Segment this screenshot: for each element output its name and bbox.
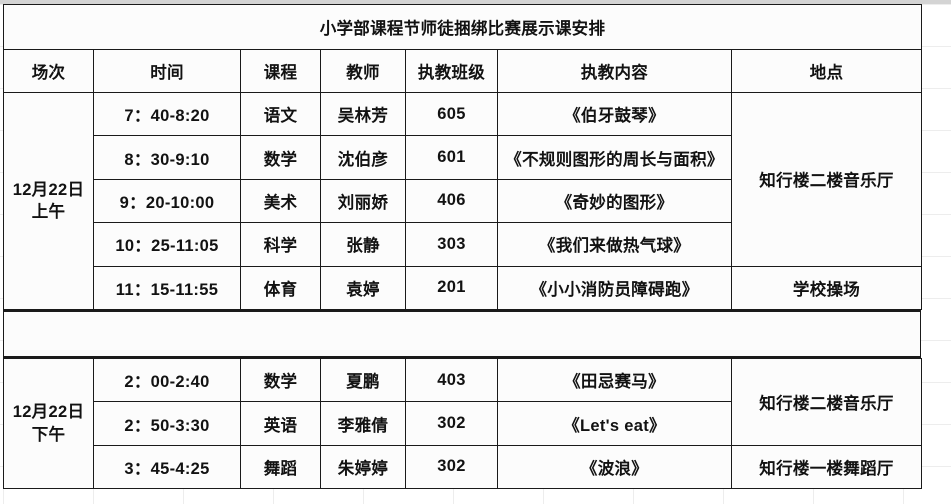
cell-teacher: 李雅倩 [320, 401, 406, 446]
cell-teacher: 夏鹏 [320, 357, 406, 403]
cell-subject: 英语 [240, 401, 321, 446]
section-spacer-row [3, 309, 921, 358]
cell-time: 7：40-8:20 [93, 91, 241, 137]
column-header-class: 执教班级 [405, 49, 498, 93]
table-row: 11：15-11:55 体育 袁婷 201 《小小消防员障碍跑》 学校操场 [4, 265, 922, 310]
cell-class: 601 [405, 135, 498, 180]
cell-content: 《波浪》 [497, 444, 732, 490]
cell-teacher: 吴林芳 [320, 91, 406, 137]
spreadsheet-top-bar [0, 0, 951, 4]
cell-content: 《伯牙鼓琴》 [497, 91, 732, 137]
cell-class: 302 [405, 401, 498, 446]
cell-content: 《田忌赛马》 [497, 357, 732, 403]
cell-time: 8：30-9:10 [93, 135, 241, 180]
table-row: 2：50-3:30 英语 李雅倩 302 《Let's eat》 [4, 401, 922, 446]
header-row: 场次 时间 课程 教师 执教班级 执教内容 地点 [3, 49, 922, 93]
cell-teacher: 沈伯彦 [320, 135, 406, 180]
session-label-afternoon: 12月22日 下午 [3, 357, 94, 490]
column-header-content: 执教内容 [497, 49, 732, 93]
table-row: 8：30-9:10 数学 沈伯彦 601 《不规则图形的周长与面积》 [4, 135, 922, 180]
cell-content: 《小小消防员障碍跑》 [497, 265, 732, 310]
cell-content: 《不规则图形的周长与面积》 [497, 135, 732, 180]
cell-class: 605 [405, 91, 498, 137]
session-date: 12月22日 [12, 180, 85, 199]
cell-time: 2：50-3:30 [93, 401, 241, 446]
cell-time: 3：45-4:25 [93, 444, 241, 490]
table-row: 10：25-11:05 科学 张静 303 《我们来做热气球》 [4, 222, 922, 267]
cell-subject: 语文 [240, 91, 321, 137]
cell-subject: 体育 [240, 265, 321, 310]
column-header-teacher: 教师 [320, 49, 406, 93]
cell-class: 403 [405, 357, 498, 403]
cell-content: 《奇妙的图形》 [497, 178, 732, 224]
cell-place-afternoon-alt: 知行楼一楼舞蹈厅 [731, 444, 922, 490]
title-row: 小学部课程节师徒捆绑比赛展示课安排 [3, 4, 922, 50]
column-header-place: 地点 [731, 49, 922, 93]
cell-content: 《我们来做热气球》 [497, 222, 732, 267]
session-date: 12月22日 [12, 403, 85, 422]
page-title: 小学部课程节师徒捆绑比赛展示课安排 [3, 4, 922, 50]
cell-time: 11：15-11:55 [93, 265, 241, 310]
cell-subject: 数学 [240, 135, 321, 180]
schedule-table-morning: 小学部课程节师徒捆绑比赛展示课安排 场次 时间 课程 教师 执教班级 执教内容 … [3, 4, 922, 310]
cell-teacher: 袁婷 [320, 265, 406, 310]
cell-time: 10：25-11:05 [93, 222, 241, 267]
schedule-sheet: 小学部课程节师徒捆绑比赛展示课安排 场次 时间 课程 教师 执教班级 执教内容 … [3, 4, 922, 490]
column-header-time: 时间 [93, 49, 241, 93]
cell-subject: 数学 [240, 357, 321, 403]
cell-subject: 科学 [240, 222, 321, 267]
cell-class: 302 [405, 444, 498, 490]
table-row: 12月22日 上午 7：40-8:20 语文 吴林芳 605 《伯牙鼓琴》 知行… [3, 91, 922, 310]
cell-class: 406 [405, 178, 498, 224]
session-period: 下午 [31, 425, 66, 444]
column-header-subject: 课程 [240, 49, 321, 93]
cell-subject: 美术 [240, 178, 321, 224]
cell-teacher: 刘丽娇 [320, 178, 406, 224]
table-row: 3：45-4:25 舞蹈 朱婷婷 302 《波浪》 知行楼一楼舞蹈厅 [4, 444, 922, 490]
schedule-table-afternoon: 12月22日 下午 2：00-2:40 数学 夏鹏 403 《田忌赛马》 知行楼… [3, 357, 922, 490]
cell-place-afternoon-main: 知行楼二楼音乐厅 [731, 357, 922, 446]
cell-place-morning-main: 知行楼二楼音乐厅 [731, 92, 922, 267]
column-header-session: 场次 [3, 49, 94, 93]
cell-class: 201 [405, 265, 498, 310]
cell-class: 303 [405, 222, 498, 267]
table-row: 9：20-10:00 美术 刘丽娇 406 《奇妙的图形》 [4, 178, 922, 224]
cell-subject: 舞蹈 [240, 444, 321, 490]
cell-time: 2：00-2:40 [93, 357, 241, 403]
cell-time: 9：20-10:00 [93, 178, 241, 224]
cell-place-morning-alt: 学校操场 [731, 265, 922, 310]
cell-teacher: 朱婷婷 [320, 444, 406, 490]
table-row: 12月22日 下午 2：00-2:40 数学 夏鹏 403 《田忌赛马》 知行楼… [3, 357, 922, 490]
cell-content: 《Let's eat》 [497, 401, 732, 446]
session-period: 上午 [31, 202, 66, 221]
cell-teacher: 张静 [320, 222, 406, 267]
session-label-morning: 12月22日 上午 [3, 92, 94, 310]
